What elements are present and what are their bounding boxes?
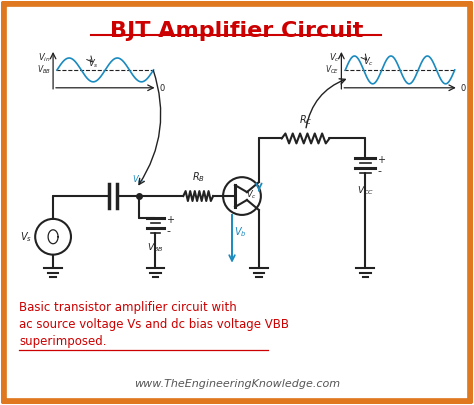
Text: +: + [377,155,385,165]
Text: -: - [377,166,381,176]
Text: $V_{BB}$: $V_{BB}$ [37,64,51,76]
Text: $V_s$: $V_s$ [20,230,32,244]
Text: 0: 0 [159,84,164,93]
Text: 0: 0 [461,84,466,93]
Text: $V_c$: $V_c$ [246,189,257,201]
Text: $V_c$: $V_c$ [363,55,374,68]
Text: $V_{in}$: $V_{in}$ [38,51,51,64]
Text: $V_s$: $V_s$ [88,57,99,70]
Text: $V_{in}$: $V_{in}$ [132,174,145,186]
Text: superimposed.: superimposed. [19,335,107,348]
Text: $V_b$: $V_b$ [234,225,246,239]
Text: $V_c$: $V_c$ [328,51,339,64]
Text: $R_B$: $R_B$ [191,171,205,184]
Text: Basic transistor amplifier circuit with: Basic transistor amplifier circuit with [19,301,237,314]
Text: $V_{BB}$: $V_{BB}$ [147,242,164,254]
FancyBboxPatch shape [3,3,471,402]
Text: $R_C$: $R_C$ [299,113,312,126]
Text: -: - [166,226,171,236]
Text: $V_{CC}$: $V_{CC}$ [357,184,374,196]
Text: +: + [166,215,174,225]
Text: ac source voltage Vs and dc bias voltage VBB: ac source voltage Vs and dc bias voltage… [19,318,289,331]
Text: www.TheEngineeringKnowledge.com: www.TheEngineeringKnowledge.com [134,379,340,389]
Text: BJT Amplifier Circuit: BJT Amplifier Circuit [110,21,364,41]
Text: $V_{CE}$: $V_{CE}$ [325,64,339,76]
